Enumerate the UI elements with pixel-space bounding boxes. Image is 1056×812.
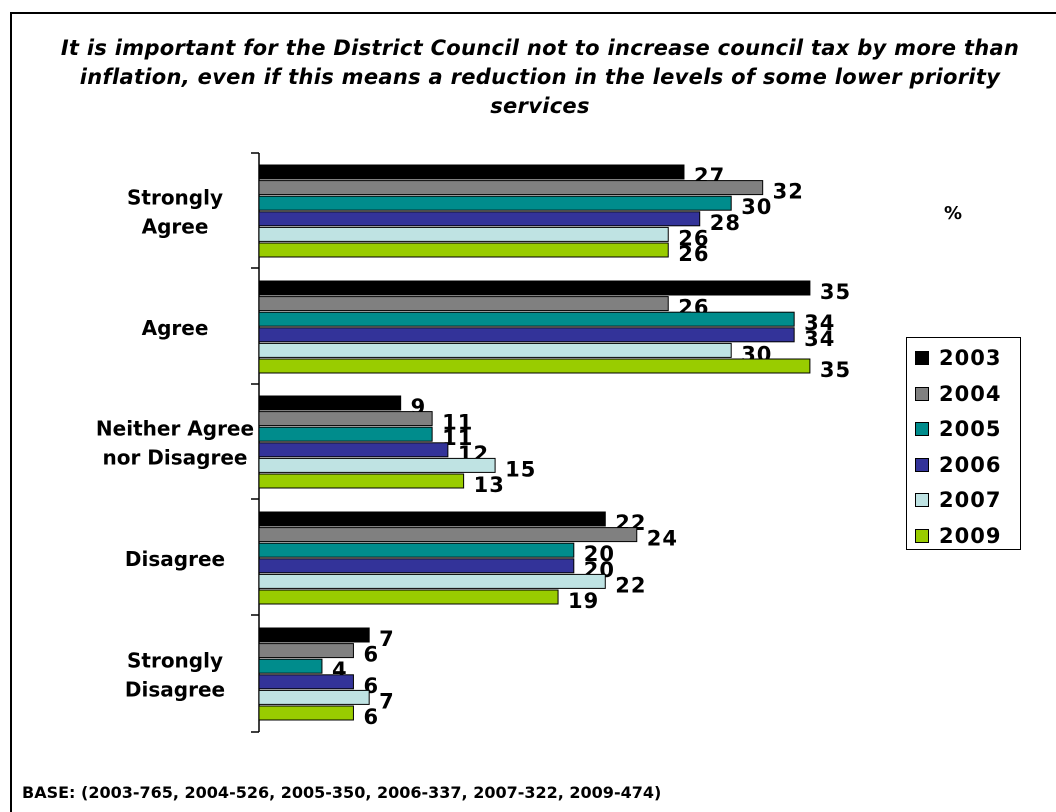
legend-swatch-2007 bbox=[915, 493, 929, 507]
value-label-2007-2: 15 bbox=[505, 457, 536, 481]
value-label-2009-3: 19 bbox=[568, 589, 599, 613]
bar-2009-3 bbox=[258, 589, 559, 605]
bar-2003-1 bbox=[258, 280, 811, 296]
bar-2009-0 bbox=[258, 242, 669, 258]
bar-2009-2 bbox=[258, 473, 465, 489]
legend-swatch-2006 bbox=[915, 457, 929, 472]
value-label-2007-0: 26 bbox=[678, 226, 709, 250]
bar-2005-4 bbox=[258, 658, 323, 674]
category-label-3: Disagree bbox=[125, 547, 225, 571]
legend-swatch-2005 bbox=[915, 422, 929, 436]
bar-2003-4 bbox=[258, 627, 370, 643]
legend-label-2009: 2009 bbox=[939, 523, 1002, 548]
bar-2005-1 bbox=[258, 311, 795, 327]
value-label-2004-2: 11 bbox=[442, 411, 473, 435]
bar-2003-2 bbox=[258, 395, 402, 411]
value-label-2009-4: 6 bbox=[363, 705, 379, 729]
value-label-2004-0: 32 bbox=[773, 180, 804, 204]
base-note: BASE: (2003-765, 2004-526, 2005-350, 200… bbox=[22, 783, 662, 802]
bar-2006-0 bbox=[258, 211, 701, 227]
value-label-2005-3: 20 bbox=[584, 542, 615, 566]
bar-2005-0 bbox=[258, 195, 732, 211]
bar-2007-3 bbox=[258, 573, 606, 589]
legend-swatch-2004 bbox=[915, 386, 929, 401]
bar-2007-4 bbox=[258, 689, 370, 705]
value-label-2007-3: 22 bbox=[615, 573, 646, 597]
bar-2007-1 bbox=[258, 342, 732, 358]
legend-item-2006: 2006 bbox=[915, 450, 1001, 480]
bar-2004-4 bbox=[258, 643, 354, 659]
legend-item-2007: 2007 bbox=[915, 485, 1001, 515]
bar-2009-4 bbox=[258, 705, 354, 721]
legend-item-2003: 2003 bbox=[915, 343, 1001, 373]
value-label-2006-0: 28 bbox=[710, 211, 741, 235]
bar-2004-3 bbox=[258, 527, 638, 543]
bar-2006-4 bbox=[258, 674, 354, 690]
category-label-0: Strongly Agree bbox=[127, 185, 223, 238]
bar-2009-1 bbox=[258, 358, 811, 374]
bar-2003-0 bbox=[258, 164, 685, 180]
bar-2006-3 bbox=[258, 558, 575, 574]
legend-label-2003: 2003 bbox=[939, 346, 1002, 370]
legend-label-2004: 2004 bbox=[939, 381, 1002, 406]
bar-2004-1 bbox=[258, 296, 669, 312]
legend-item-2005: 2005 bbox=[915, 414, 1001, 444]
bar-2004-0 bbox=[258, 180, 764, 196]
bar-2007-2 bbox=[258, 457, 496, 473]
legend-item-2009: 2009 bbox=[915, 521, 1001, 551]
value-label-2007-4: 7 bbox=[379, 689, 395, 713]
value-label-2009-2: 13 bbox=[474, 473, 505, 497]
category-label-1: Agree bbox=[142, 316, 209, 340]
legend-swatch-2009 bbox=[915, 528, 929, 543]
legend-label-2005: 2005 bbox=[939, 417, 1002, 441]
chart-legend: 2003 2004 2005 2006 2007 2009 bbox=[906, 337, 1021, 550]
category-label-2: Neither Agree nor Disagree bbox=[96, 416, 254, 469]
value-label-2009-1: 35 bbox=[820, 358, 851, 382]
value-label-2003-1: 35 bbox=[820, 280, 851, 304]
legend-label-2006: 2006 bbox=[939, 452, 1002, 477]
bar-2007-0 bbox=[258, 226, 669, 242]
legend-swatch-2003 bbox=[915, 351, 929, 365]
unit-label: % bbox=[944, 203, 963, 224]
value-label-2004-4: 6 bbox=[363, 643, 379, 667]
bar-2004-2 bbox=[258, 411, 433, 427]
bar-2003-3 bbox=[258, 511, 606, 527]
legend-item-2004: 2004 bbox=[915, 379, 1001, 409]
value-label-2004-3: 24 bbox=[647, 527, 678, 551]
bar-2006-1 bbox=[258, 327, 795, 343]
bar-2006-2 bbox=[258, 442, 449, 458]
bar-2005-3 bbox=[258, 542, 575, 558]
chart-title: It is important for the District Council… bbox=[60, 36, 1020, 118]
value-label-2006-1: 34 bbox=[804, 327, 835, 351]
bar-2005-2 bbox=[258, 426, 433, 442]
chart-frame bbox=[10, 12, 1056, 812]
value-label-2005-1: 34 bbox=[804, 311, 835, 335]
value-label-2005-0: 30 bbox=[741, 195, 772, 219]
value-label-2009-0: 26 bbox=[678, 242, 709, 266]
category-label-4: Strongly Disagree bbox=[125, 648, 225, 701]
legend-label-2007: 2007 bbox=[939, 488, 1002, 512]
value-label-2003-4: 7 bbox=[379, 627, 395, 651]
